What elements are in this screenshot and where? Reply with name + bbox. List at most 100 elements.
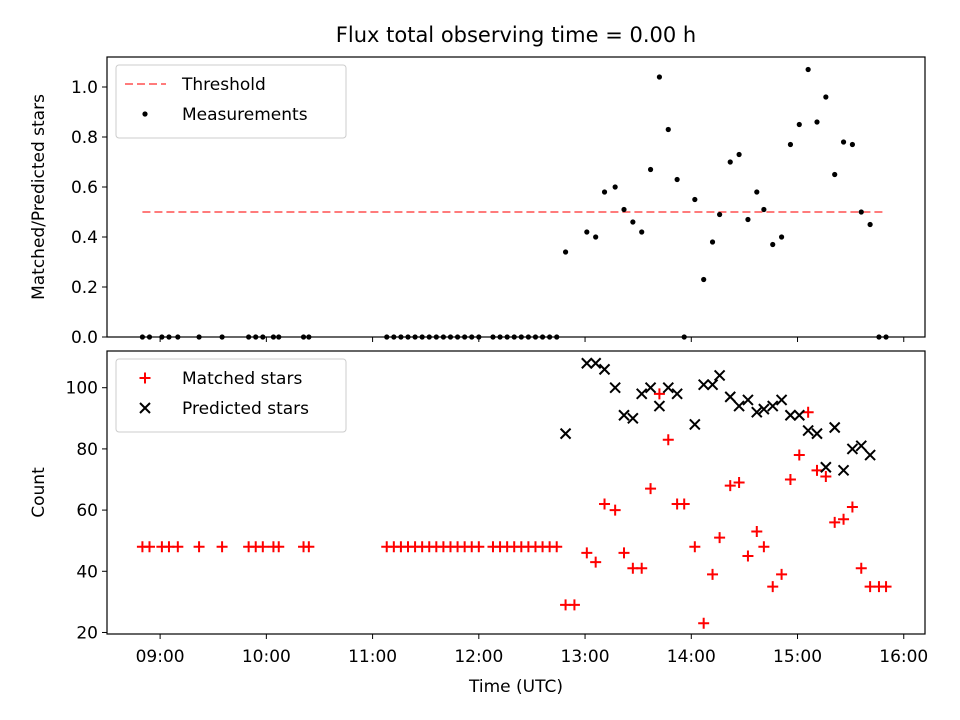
legend: Matched stars Predicted stars bbox=[115, 358, 347, 433]
data-point bbox=[662, 382, 674, 394]
chart-title: Flux total observing time = 0.00 h bbox=[336, 23, 696, 47]
data-point bbox=[559, 427, 572, 440]
data-point bbox=[767, 400, 779, 412]
legend-label: Predicted stars bbox=[182, 399, 309, 419]
data-point bbox=[805, 66, 811, 73]
data-point bbox=[193, 541, 205, 553]
data-point bbox=[767, 581, 779, 593]
data-point bbox=[814, 119, 820, 125]
legend-swatch bbox=[139, 402, 151, 414]
data-point bbox=[776, 568, 788, 580]
data-point bbox=[678, 498, 690, 510]
y-tick-label: 40 bbox=[76, 562, 98, 582]
data-point bbox=[627, 412, 639, 425]
data-point bbox=[662, 434, 674, 446]
x-tick-label: 10:00 bbox=[242, 647, 291, 667]
data-point bbox=[742, 394, 754, 406]
data-point bbox=[733, 477, 745, 489]
data-point bbox=[639, 229, 645, 235]
data-point bbox=[717, 211, 723, 218]
data-point bbox=[811, 464, 823, 476]
legend-label: Matched stars bbox=[182, 369, 302, 389]
data-point bbox=[645, 483, 657, 495]
x-tick-label: 09:00 bbox=[136, 647, 185, 667]
data-point bbox=[656, 74, 663, 80]
data-point bbox=[733, 400, 745, 412]
y-tick-label: 20 bbox=[76, 623, 98, 643]
legend: Threshold Measurements bbox=[115, 64, 347, 139]
data-point bbox=[609, 382, 621, 394]
data-point bbox=[736, 151, 742, 158]
data-point bbox=[727, 159, 733, 165]
data-point bbox=[581, 547, 593, 559]
data-point bbox=[867, 221, 873, 228]
y-tick-label: 0.6 bbox=[71, 178, 98, 198]
data-point bbox=[689, 418, 701, 431]
data-point bbox=[820, 461, 832, 473]
data-point bbox=[671, 388, 683, 400]
data-point bbox=[698, 617, 710, 629]
y-tick-label: 0.2 bbox=[71, 278, 98, 298]
x-tick-label: 13:00 bbox=[561, 647, 610, 667]
data-point bbox=[793, 409, 805, 421]
data-point bbox=[647, 166, 654, 173]
panel-2: 20 40 60 80 100 09:00 10:00 11:00 12:00 13:00 14:0… bbox=[29, 350, 928, 667]
data-point bbox=[644, 382, 657, 394]
data-point bbox=[621, 206, 627, 213]
data-point bbox=[820, 470, 832, 482]
panel-1: 0.0 0.2 0.4 0.6 0.8 1.0 Matched/Predicted star… bbox=[29, 56, 926, 348]
data-point bbox=[823, 94, 829, 100]
data-point bbox=[593, 234, 599, 240]
data-point bbox=[770, 241, 776, 248]
legend-label: Measurements bbox=[182, 105, 308, 125]
data-point bbox=[584, 229, 590, 235]
data-point bbox=[303, 541, 315, 553]
legend-box bbox=[115, 64, 347, 139]
data-point bbox=[745, 216, 751, 223]
data-point bbox=[653, 400, 666, 412]
data-point bbox=[618, 547, 630, 559]
data-point bbox=[589, 357, 602, 369]
data-point bbox=[601, 189, 608, 195]
data-point bbox=[832, 171, 838, 178]
data-point bbox=[724, 480, 736, 492]
legend-label: Threshold bbox=[181, 75, 266, 95]
data-point bbox=[778, 234, 785, 240]
data-point bbox=[257, 541, 269, 553]
y-tick-label: 0.0 bbox=[71, 328, 98, 348]
data-point bbox=[612, 184, 618, 190]
data-point bbox=[829, 516, 841, 528]
data-point bbox=[713, 369, 726, 382]
data-point bbox=[599, 498, 611, 510]
data-point bbox=[855, 562, 867, 574]
x-tick-label: 11:00 bbox=[348, 647, 397, 667]
data-point bbox=[551, 541, 563, 553]
legend-swatch bbox=[139, 372, 151, 384]
data-point bbox=[714, 532, 726, 544]
data-point bbox=[840, 139, 847, 145]
y-tick-label: 0.4 bbox=[71, 228, 98, 248]
y-axis-label: Count bbox=[29, 467, 49, 518]
data-point bbox=[846, 501, 858, 513]
data-point bbox=[855, 440, 867, 452]
legend-box bbox=[115, 358, 347, 433]
data-point bbox=[630, 219, 636, 225]
data-point bbox=[692, 196, 698, 203]
data-point bbox=[636, 562, 648, 574]
x-tick-label: 12:00 bbox=[454, 647, 503, 667]
data-point bbox=[707, 568, 719, 580]
data-point bbox=[784, 473, 796, 485]
data-point bbox=[653, 388, 665, 400]
y-tick-label: 60 bbox=[76, 501, 98, 521]
data-point bbox=[172, 541, 184, 553]
data-point bbox=[793, 449, 805, 461]
data-point bbox=[761, 206, 767, 213]
data-point bbox=[828, 421, 841, 434]
data-point bbox=[858, 209, 864, 215]
axes-frame bbox=[106, 56, 926, 338]
data-point bbox=[724, 391, 736, 403]
data-point bbox=[562, 249, 569, 255]
data-point bbox=[701, 276, 707, 283]
data-point bbox=[697, 378, 710, 391]
